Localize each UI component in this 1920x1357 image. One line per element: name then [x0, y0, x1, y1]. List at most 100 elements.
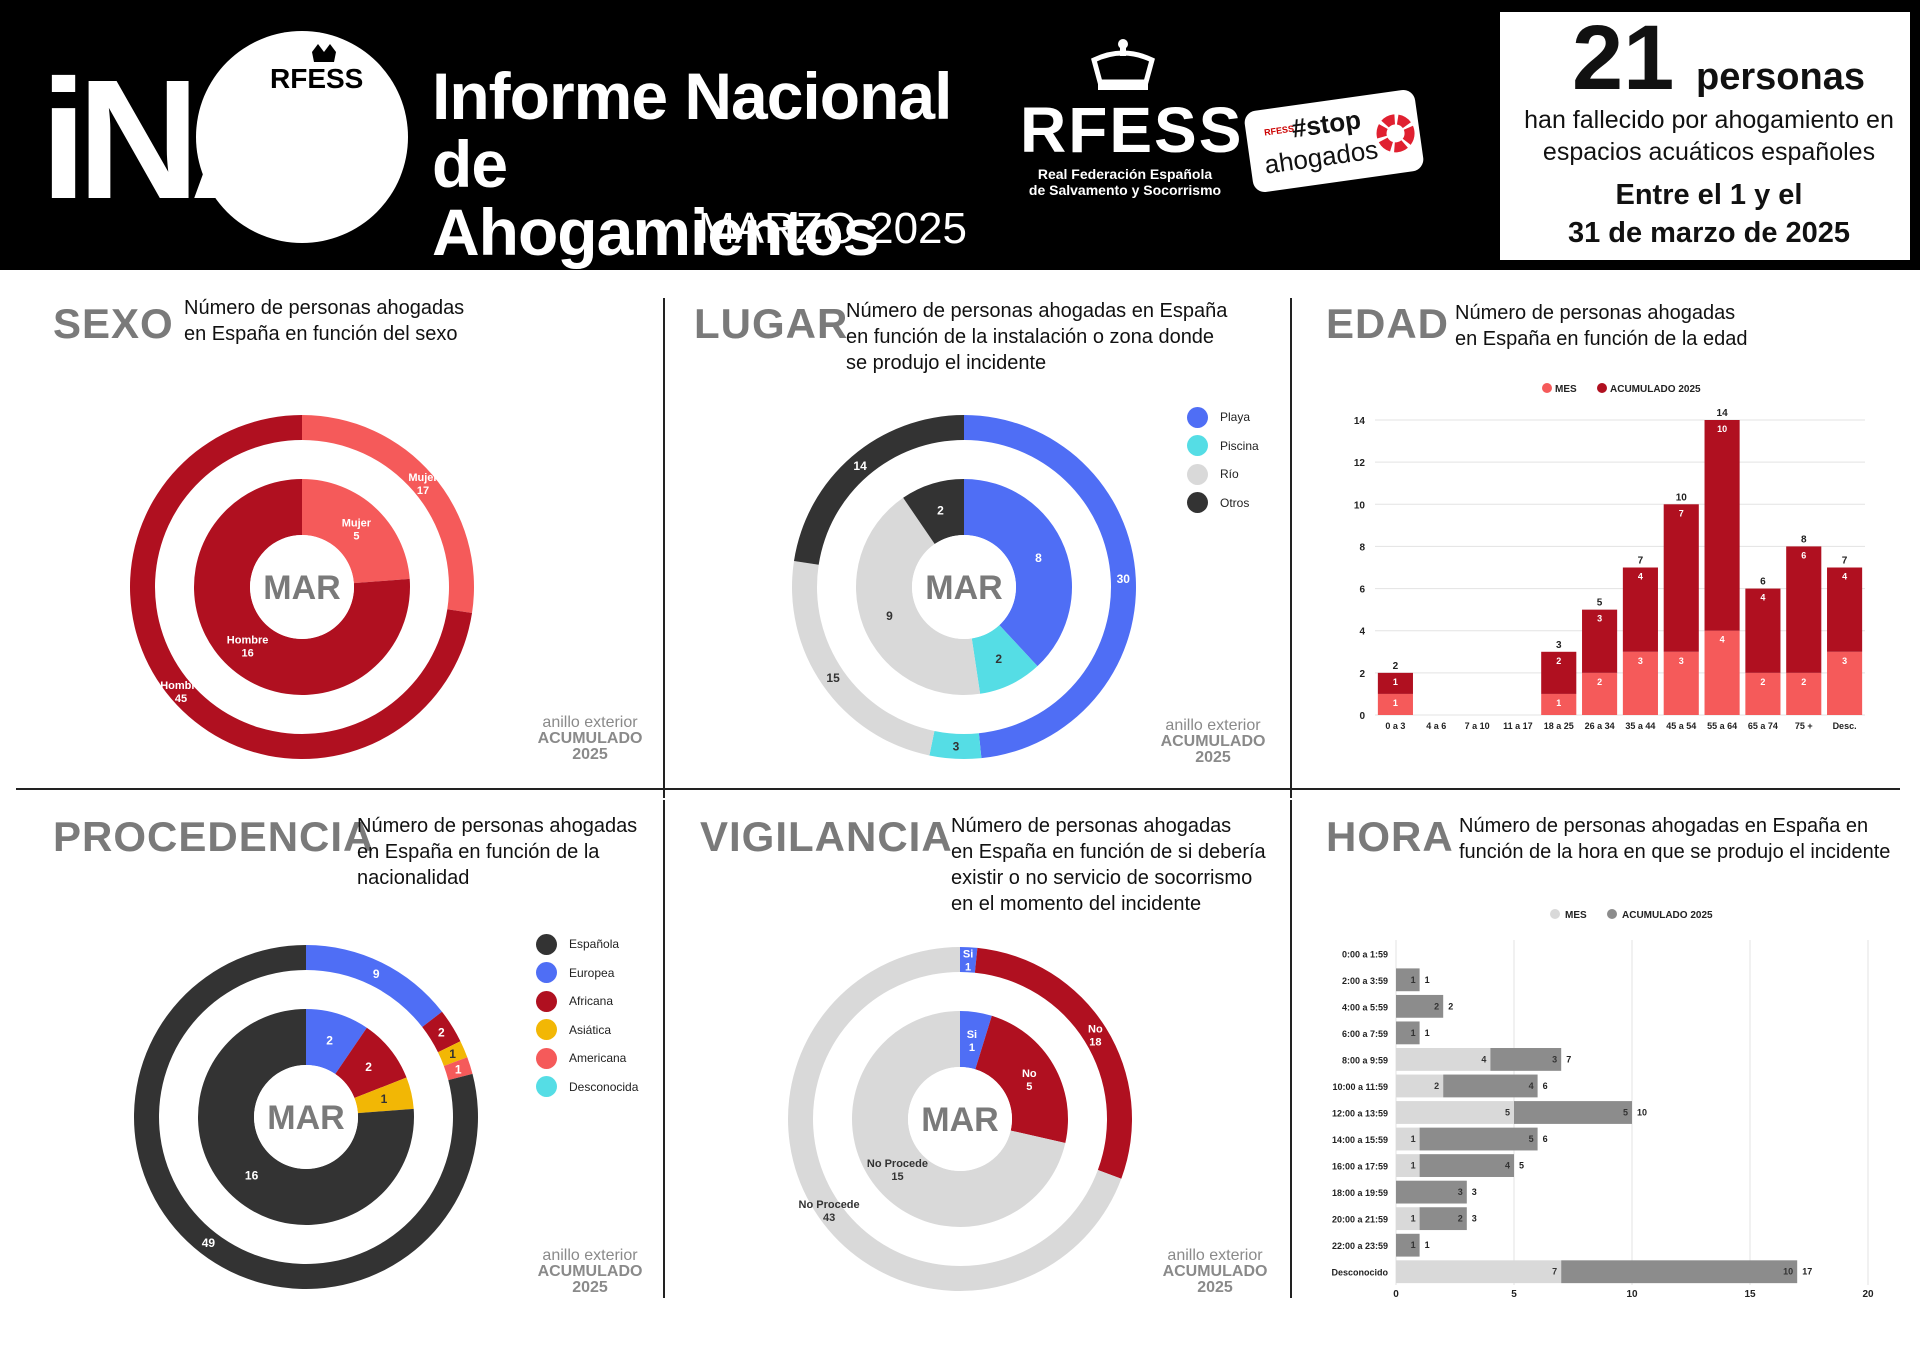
bar-segment — [1561, 1260, 1798, 1284]
title-block: Informe Nacional de Ahogamientos — [432, 62, 952, 266]
panel-desc-sexo: Número de personas ahogadas en España en… — [184, 295, 464, 347]
inner-ring-slice-value: 2 — [365, 1060, 372, 1074]
bar-segment — [1396, 1154, 1420, 1177]
legend-swatch — [536, 1076, 557, 1098]
legend-swatch — [536, 1019, 557, 1041]
y-tick-label: 2 — [1359, 669, 1365, 680]
x-tick-label: 45 a 54 — [1666, 721, 1696, 731]
bar-segment-label: 3 — [1679, 656, 1684, 666]
rfess-subtitle-line1: Real Federación Española — [1037, 166, 1213, 182]
legend-swatch — [1187, 435, 1208, 457]
donut-center — [250, 535, 354, 639]
rfess-subtitle-line2: de Salvamento y Socorrismo — [1028, 182, 1222, 198]
x-tick-label: 15 — [1744, 1289, 1756, 1300]
y-tick-label: 14:00 a 15:59 — [1332, 1135, 1388, 1145]
panel-desc-line: Número de personas ahogadas en España — [846, 300, 1228, 322]
x-tick-label: 7 a 10 — [1465, 721, 1490, 731]
y-tick-label: 4:00 a 5:59 — [1342, 1002, 1388, 1012]
summary-dates: Entre el 1 y el 31 de marzo de 2025 — [1514, 176, 1904, 252]
bar-segment-label: 7 — [1552, 1267, 1557, 1277]
outer-ring-slice-playa — [964, 415, 1136, 759]
bar-segment — [1622, 567, 1658, 652]
inner-ring-slice-value: 8 — [1035, 551, 1042, 565]
y-tick-label: 0:00 a 1:59 — [1342, 949, 1388, 959]
donut-center-label: MAR — [267, 1099, 344, 1137]
ring-note-lugar: anillo exterior ACUMULADO 2025 — [1148, 718, 1278, 766]
ring-note-line2: ACUMULADO — [1160, 733, 1266, 750]
inner-ring-slice-piscina — [971, 625, 1038, 694]
bar-segment — [1396, 1021, 1420, 1045]
legend-label: Europea — [569, 965, 615, 980]
crown-icon — [1091, 39, 1155, 90]
legend-swatch — [536, 1047, 557, 1069]
bar-segment — [1827, 651, 1863, 715]
bar-segment-label: 1 — [1393, 677, 1398, 687]
outer-ring-slice-value: 1 — [965, 962, 971, 974]
legend-item: Africana — [536, 987, 638, 1016]
bar-segment-label: 5 — [1529, 1134, 1534, 1144]
bar-segment-label: 1 — [1556, 698, 1561, 708]
panel-desc-line: en función de la instalación o zona dond… — [846, 326, 1215, 348]
legend-swatch — [1187, 406, 1208, 428]
bar-segment-label: 1 — [1411, 1134, 1416, 1144]
legend-lugar: Playa Piscina Río Otros — [1187, 403, 1259, 517]
bar-segment-label: 4 — [1505, 1161, 1510, 1171]
inner-ring-slice-value: 2 — [326, 1034, 333, 1048]
inner-ring-slice-value: 5 — [1026, 1081, 1032, 1093]
legend-label: Americana — [569, 1051, 627, 1066]
bar-segment — [1377, 672, 1413, 694]
inner-ring-slice-name: Si — [967, 1029, 977, 1041]
bar-segment-label: 7 — [1679, 508, 1684, 518]
legend-label: Río — [1220, 467, 1239, 482]
outer-ring-slice-value: 14 — [853, 459, 867, 473]
legend-item: Americana — [536, 1044, 638, 1073]
bar-segment-label: 1 — [1411, 1161, 1416, 1171]
inner-ring-slice-value: 16 — [245, 1169, 259, 1183]
bar-segment — [1396, 1048, 1491, 1071]
bar-segment — [1396, 1180, 1467, 1204]
bar-segment-label: 5 — [1505, 1108, 1510, 1118]
panel-title-procedencia: PROCEDENCIA — [53, 813, 375, 860]
legend-item: Playa — [1187, 403, 1259, 432]
rfess-subtitle: Real Federación Española de Salvamento y… — [1010, 166, 1240, 198]
legend-swatch — [1597, 383, 1607, 393]
bar-segment — [1396, 1260, 1562, 1284]
bar-segment-label: 2 — [1801, 677, 1806, 687]
summary-box: 21 personas han fallecido por ahogamient… — [1500, 8, 1910, 260]
bar-segment-label: 1 — [1411, 1028, 1416, 1038]
inner-ring-slice-europea — [306, 1009, 367, 1075]
y-tick-label: 12:00 a 13:59 — [1332, 1109, 1388, 1119]
bar-segment-label: 2 — [1434, 1081, 1439, 1091]
y-tick-label: 8:00 a 9:59 — [1342, 1055, 1388, 1065]
bar-segment-label: 3 — [1458, 1187, 1463, 1197]
x-tick-label: 18 a 25 — [1544, 721, 1574, 731]
divider-vertical-1 — [663, 298, 665, 798]
bar-total-label: 14 — [1717, 408, 1729, 419]
bar-segment — [1396, 1074, 1444, 1098]
bar-segment — [1514, 1101, 1632, 1124]
y-tick-label: Desconocido — [1331, 1268, 1388, 1278]
crown-icon — [312, 44, 336, 62]
y-tick-label: 10:00 a 11:59 — [1332, 1082, 1388, 1092]
y-tick-label: 6:00 a 7:59 — [1342, 1029, 1388, 1039]
donut-center — [254, 1065, 358, 1169]
stop-ahogados-badge: RFESS #stop ahogados — [1243, 88, 1425, 194]
inner-ring-slice-value: 16 — [241, 648, 253, 660]
bar-segment — [1582, 672, 1618, 715]
header-banner: iNA RFESS Informe Nacional de Ahogamient… — [0, 0, 1920, 270]
panel-desc-line: Número de personas ahogadas — [357, 815, 638, 837]
outer-ring-slice-value: 2 — [438, 1026, 445, 1040]
legend-item: Europea — [536, 959, 638, 988]
outer-ring-slice-value: 43 — [823, 1212, 835, 1224]
panel-desc-hora: Número de personas ahogadas en España en… — [1459, 813, 1890, 865]
legend-swatch — [536, 962, 557, 984]
outer-ring-slice-otros — [793, 415, 964, 565]
legend-swatch — [1542, 383, 1552, 393]
legend-swatch — [1187, 492, 1208, 514]
ring-note-line2: ACUMULADO — [537, 730, 643, 747]
bar-segment-label: 6 — [1801, 550, 1806, 560]
legend-label: MES — [1565, 910, 1587, 921]
